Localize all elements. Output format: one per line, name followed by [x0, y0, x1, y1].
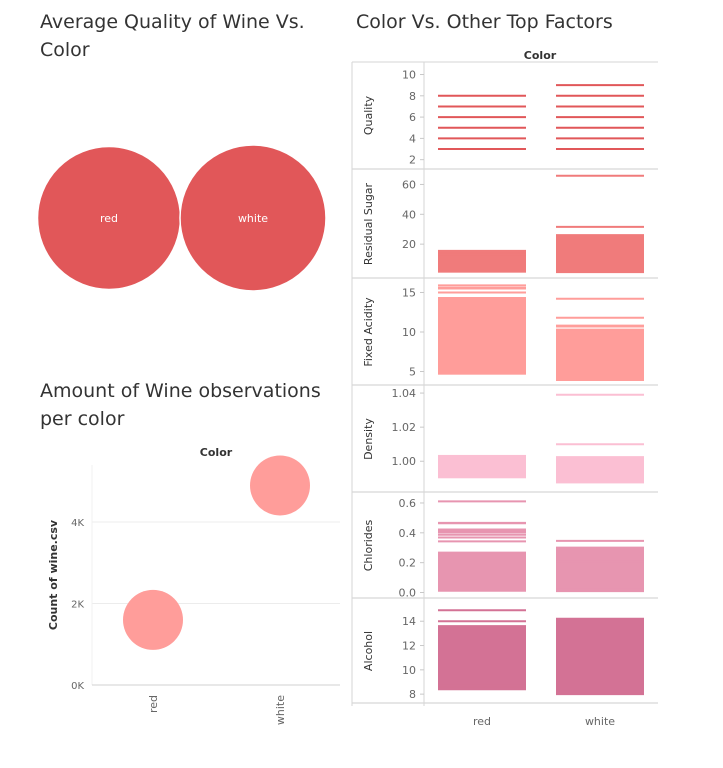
- strip-panel-fixed_acidity: Fixed Acidity 5 10 15: [352, 284, 658, 386]
- strip-y-tick-label: 12: [402, 640, 416, 653]
- scatter-chart-title: Amount of Wine observations per color: [40, 380, 321, 430]
- strip-y-tick-label: 40: [402, 208, 416, 221]
- bubble-white: [179, 144, 327, 292]
- strip-y-tick-label: 60: [402, 178, 416, 191]
- strip-chart-title: Color Vs. Other Top Factors: [356, 11, 613, 33]
- strip-x-tick-label-white: white: [585, 715, 615, 728]
- scatter-y-tick-label: 4K: [71, 518, 84, 529]
- strip-panel-chlorides: Chlorides 0.0 0.2 0.4 0.6: [352, 497, 658, 600]
- strip-y-tick-label: 6: [409, 111, 416, 124]
- bubble-label-white: white: [238, 212, 268, 225]
- bubble-chart-title: Average Quality of Wine Vs. Color: [40, 11, 305, 61]
- scatter-x-tick-label-red: red: [147, 695, 160, 713]
- strip-band-chlorides-red: [438, 552, 526, 590]
- strip-band-residual_sugar-red: [438, 250, 526, 273]
- strip-panel-density: Density 1.00 1.02 1.04: [352, 387, 658, 493]
- strip-panel-alcohol: Alcohol 8 10 12 14: [352, 609, 658, 704]
- strip-y-tick-label: 14: [402, 615, 416, 628]
- strip-y-tick-label: 10: [402, 69, 416, 82]
- strip-y-tick-label: 2: [409, 154, 416, 167]
- strip-y-tick-label: 1.02: [392, 421, 417, 434]
- scatter-y-tick-label: 0K: [71, 681, 84, 692]
- strip-header: Color: [524, 49, 557, 62]
- strip-band-fixed_acidity-white: [556, 329, 644, 381]
- strip-band-density-red: [438, 454, 526, 479]
- bubble-label-red: red: [100, 212, 118, 225]
- strip-band-fixed_acidity-red: [438, 298, 526, 375]
- bubble-chart: red white: [36, 144, 327, 292]
- scatter-point-red: [123, 589, 183, 650]
- strip-x-tick-label-red: red: [473, 715, 491, 728]
- strip-row-label-residual_sugar: Residual Sugar: [362, 182, 375, 265]
- count-scatter-chart: Color 0K 2K 4K Count of wine.csv red white: [47, 446, 340, 725]
- strip-y-tick-label: 8: [409, 688, 416, 701]
- strip-y-tick-label: 0.0: [399, 587, 417, 600]
- strip-panel-residual_sugar: Residual Sugar 20 40 60: [352, 174, 658, 279]
- strip-y-tick-label: 15: [402, 286, 416, 299]
- strip-y-tick-label: 0.4: [399, 527, 417, 540]
- strip-y-tick-label: 1.04: [392, 387, 417, 400]
- strip-row-label-chlorides: Chlorides: [362, 519, 375, 571]
- strip-y-tick-label: 10: [402, 664, 416, 677]
- strip-y-tick-label: 8: [409, 90, 416, 103]
- strip-band-alcohol-white: [556, 618, 644, 695]
- strip-row-label-alcohol: Alcohol: [362, 631, 375, 671]
- strip-band-density-white: [556, 456, 644, 484]
- strip-row-label-fixed_acidity: Fixed Acidity: [362, 297, 375, 367]
- strip-y-tick-label: 20: [402, 238, 416, 251]
- scatter-header: Color: [200, 446, 233, 459]
- strip-panel-quality: Quality 2 4 6 8 10: [352, 69, 658, 170]
- strip-y-tick-label: 1.00: [392, 455, 417, 468]
- factor-strip-chart: Color Quality 2 4 6 8 10 Residual Sugar 20 40 60 Fi…: [351, 49, 658, 728]
- strip-y-tick-label: 0.2: [399, 557, 417, 570]
- strip-y-tick-label: 0.6: [399, 497, 417, 510]
- scatter-x-tick-label-white: white: [274, 695, 287, 725]
- strip-y-tick-label: 5: [409, 366, 416, 379]
- scatter-point-white: [250, 455, 310, 516]
- scatter-y-tick-label: 2K: [71, 600, 84, 611]
- strip-y-tick-label: 10: [402, 326, 416, 339]
- strip-band-alcohol-red: [438, 626, 526, 690]
- strip-y-tick-label: 4: [409, 132, 416, 145]
- scatter-y-axis-label: Count of wine.csv: [47, 519, 60, 630]
- strip-row-label-density: Density: [362, 418, 375, 460]
- strip-row-label-quality: Quality: [362, 95, 375, 135]
